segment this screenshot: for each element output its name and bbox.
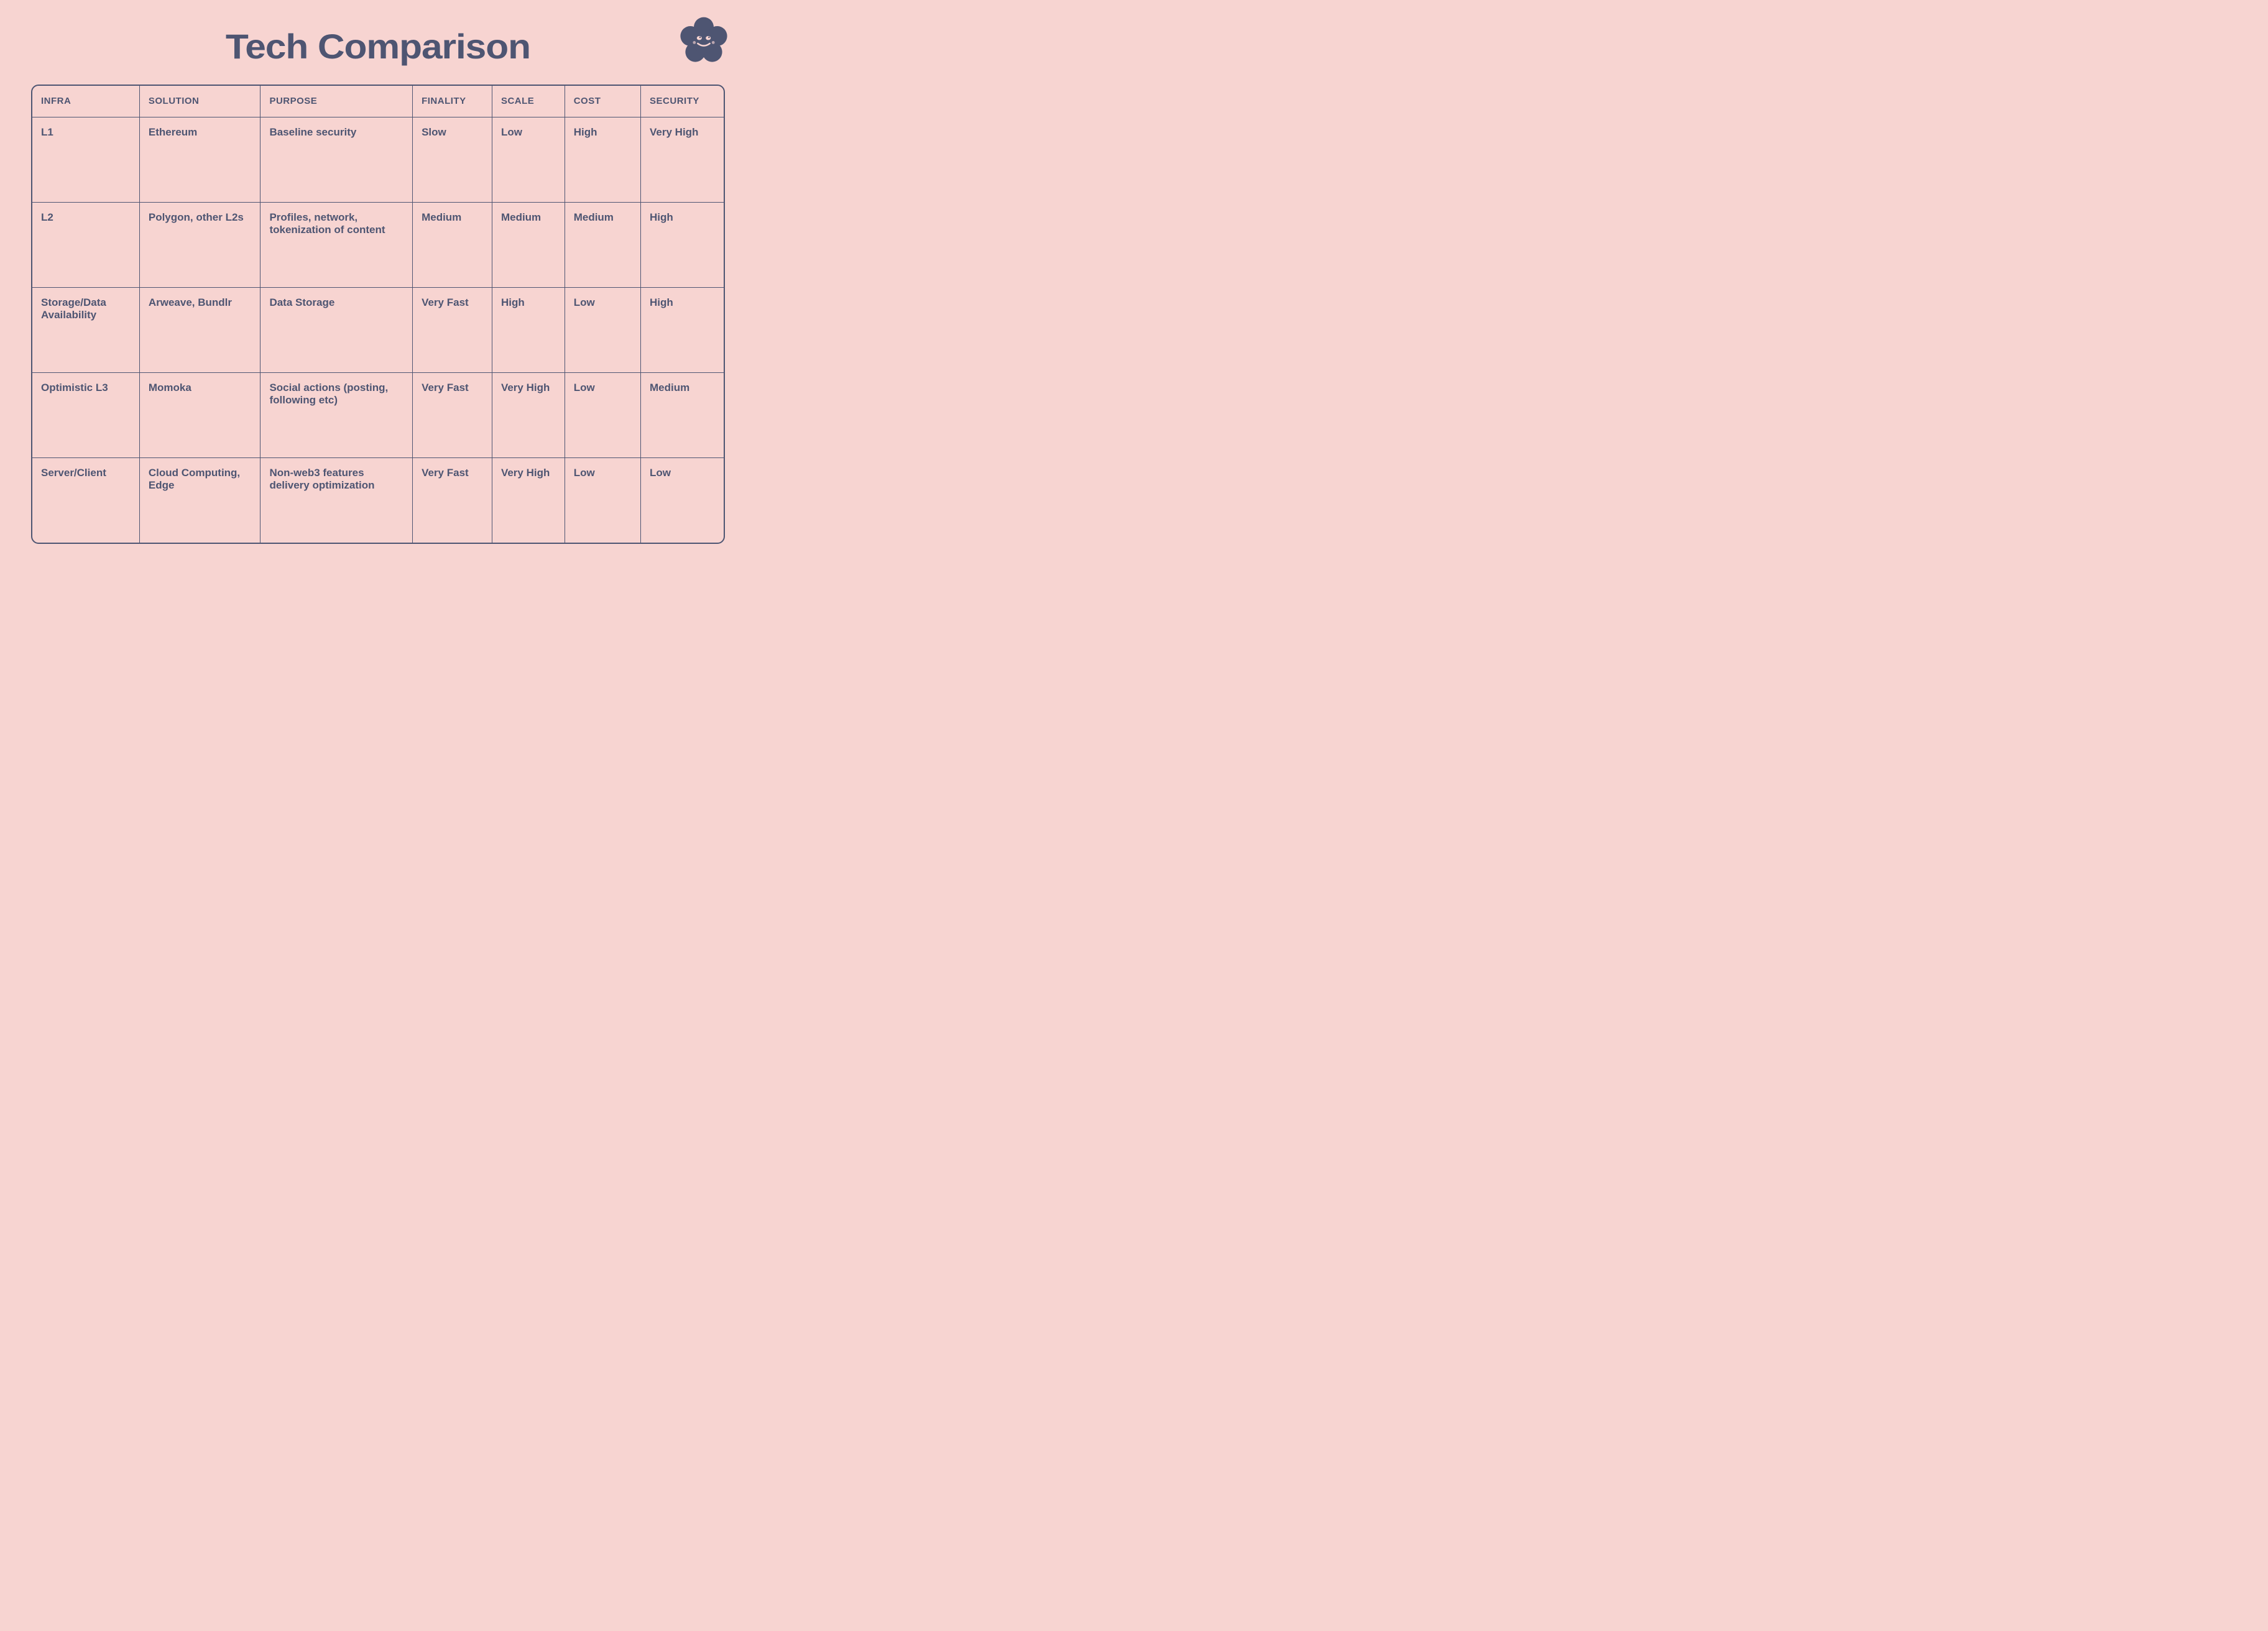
cell-solution: Ethereum [139, 117, 260, 202]
cell-infra: L2 [32, 202, 139, 287]
cell-purpose: Profiles, network, tokenization of conte… [260, 202, 413, 287]
cell-cost: Low [565, 287, 640, 372]
cell-scale: Very High [492, 372, 565, 457]
col-header-scale: SCALE [492, 86, 565, 117]
flower-smiley-icon [679, 16, 729, 66]
col-header-purpose: PURPOSE [260, 86, 413, 117]
cell-security: High [641, 202, 724, 287]
col-header-security: SECURITY [641, 86, 724, 117]
cell-scale: Very High [492, 457, 565, 543]
cell-infra: Storage/Data Availability [32, 287, 139, 372]
cell-cost: Medium [565, 202, 640, 287]
cell-security: High [641, 287, 724, 372]
cell-finality: Very Fast [413, 287, 492, 372]
cell-purpose: Non-web3 features delivery optimization [260, 457, 413, 543]
col-header-solution: SOLUTION [139, 86, 260, 117]
cell-scale: Low [492, 117, 565, 202]
cell-solution: Arweave, Bundlr [139, 287, 260, 372]
cell-cost: High [565, 117, 640, 202]
cell-scale: Medium [492, 202, 565, 287]
page: Tech Comparison [0, 0, 756, 544]
cell-solution: Cloud Computing, Edge [139, 457, 260, 543]
table-row: Storage/Data Availability Arweave, Bundl… [32, 287, 724, 372]
page-header: Tech Comparison [31, 20, 725, 73]
cell-finality: Very Fast [413, 372, 492, 457]
table-row: L2 Polygon, other L2s Profiles, network,… [32, 202, 724, 287]
cell-infra: Server/Client [32, 457, 139, 543]
cell-cost: Low [565, 372, 640, 457]
cell-solution: Momoka [139, 372, 260, 457]
comparison-table-wrap: INFRA SOLUTION PURPOSE FINALITY SCALE CO… [31, 85, 725, 544]
col-header-finality: FINALITY [413, 86, 492, 117]
cell-purpose: Social actions (posting, following etc) [260, 372, 413, 457]
cell-finality: Medium [413, 202, 492, 287]
cell-finality: Very Fast [413, 457, 492, 543]
cell-security: Medium [641, 372, 724, 457]
cell-purpose: Baseline security [260, 117, 413, 202]
cell-purpose: Data Storage [260, 287, 413, 372]
cell-infra: L1 [32, 117, 139, 202]
cell-cost: Low [565, 457, 640, 543]
table-head: INFRA SOLUTION PURPOSE FINALITY SCALE CO… [32, 86, 724, 117]
col-header-infra: INFRA [32, 86, 139, 117]
cell-infra: Optimistic L3 [32, 372, 139, 457]
table-header-row: INFRA SOLUTION PURPOSE FINALITY SCALE CO… [32, 86, 724, 117]
table-row: Server/Client Cloud Computing, Edge Non-… [32, 457, 724, 543]
cell-scale: High [492, 287, 565, 372]
cell-security: Low [641, 457, 724, 543]
table-row: L1 Ethereum Baseline security Slow Low H… [32, 117, 724, 202]
comparison-table: INFRA SOLUTION PURPOSE FINALITY SCALE CO… [32, 86, 724, 543]
cell-security: Very High [641, 117, 724, 202]
cell-solution: Polygon, other L2s [139, 202, 260, 287]
table-row: Optimistic L3 Momoka Social actions (pos… [32, 372, 724, 457]
table-body: L1 Ethereum Baseline security Slow Low H… [32, 117, 724, 543]
page-title: Tech Comparison [226, 29, 530, 64]
cell-finality: Slow [413, 117, 492, 202]
col-header-cost: COST [565, 86, 640, 117]
